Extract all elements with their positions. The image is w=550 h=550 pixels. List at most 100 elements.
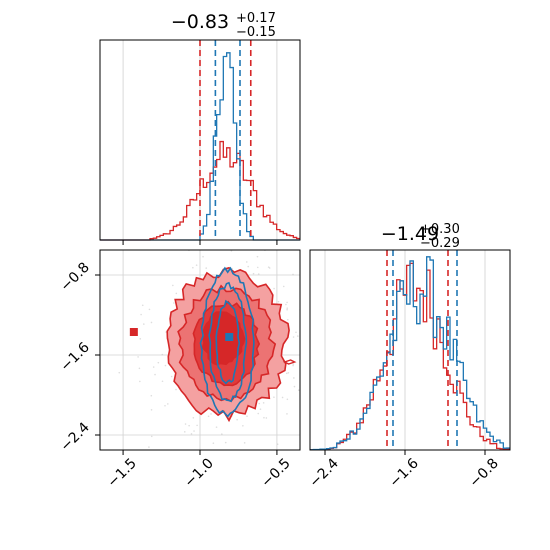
contour-sample-point xyxy=(152,366,155,368)
contour-sample-point xyxy=(256,266,259,269)
contour-sample-point xyxy=(304,431,306,433)
histogram-y-title-plus: +0.30 xyxy=(420,222,460,237)
contour-sample-point xyxy=(150,394,153,397)
contour-sample-point xyxy=(256,255,259,258)
contour-sample-point xyxy=(242,424,244,427)
contour-sample-point xyxy=(245,261,248,263)
contour-sample-point xyxy=(292,363,295,365)
contour-sample-point xyxy=(190,433,193,435)
contour-sample-point xyxy=(268,267,271,269)
contour-sample-point xyxy=(265,417,268,419)
contour-sample-point xyxy=(148,308,151,311)
contour-blue-level-3 xyxy=(199,266,255,418)
contour-sample-point xyxy=(285,372,288,375)
contour-red-outlier xyxy=(282,359,297,365)
contour-sample-point xyxy=(157,361,160,364)
contour-sample-point xyxy=(287,371,290,374)
contour-sample-point xyxy=(224,441,227,444)
contour-sample-point xyxy=(150,435,153,438)
histogram-x-title-plus: +0.17 xyxy=(236,11,276,26)
contour-sample-point xyxy=(303,316,305,318)
contour-sample-point xyxy=(167,403,169,405)
contour-sample-point xyxy=(193,430,195,432)
contour-sample-point xyxy=(292,364,294,367)
contour-sample-point xyxy=(150,321,153,324)
contour-sample-point xyxy=(188,452,190,454)
contour-sample-point xyxy=(286,318,289,321)
contour-sample-point xyxy=(257,273,260,275)
contour-y-tick-label: −2.4 xyxy=(57,419,92,454)
contour-sample-point xyxy=(286,398,289,401)
contour-sample-point xyxy=(258,402,261,405)
contour-sample-point xyxy=(148,446,150,448)
contour-sample-point xyxy=(164,364,167,367)
contour-sample-point xyxy=(246,415,248,417)
contour-red-marker xyxy=(222,338,231,346)
contour-x-tick-label: −1.5 xyxy=(105,455,140,490)
contour-sample-point xyxy=(138,367,141,370)
contour-sample-point xyxy=(258,246,260,248)
histogram-y-tick-label: −2.4 xyxy=(306,455,341,490)
histogram-y-title-minus: −0.29 xyxy=(420,236,460,251)
contour-sample-point xyxy=(202,255,204,258)
contour-sample-point xyxy=(175,388,177,391)
contour-sample-point xyxy=(276,443,279,446)
contour-sample-point xyxy=(247,265,250,268)
contour-sample-point xyxy=(277,300,280,303)
contour-sample-point xyxy=(188,424,190,427)
contour-sample-point xyxy=(236,418,238,421)
contour-sample-point xyxy=(263,416,265,419)
contour-sample-point xyxy=(297,389,300,391)
contour-sample-point xyxy=(221,433,223,435)
contour-sample-point xyxy=(210,502,212,504)
histogram-x-red-series xyxy=(100,140,300,241)
contour-sample-point xyxy=(173,302,175,304)
contour-sample-point xyxy=(205,267,208,269)
contour-sample-point xyxy=(243,442,246,444)
contour-sample-point xyxy=(140,313,142,316)
contour-y-tick-label: −0.8 xyxy=(57,259,92,294)
contour-sample-point xyxy=(259,408,262,410)
contour-sample-point xyxy=(207,415,210,418)
contour-sample-point xyxy=(196,424,198,427)
contour-sample-point xyxy=(192,416,195,419)
contour-sample-point xyxy=(293,385,296,388)
contour-sample-point xyxy=(139,338,142,340)
contour-sample-point xyxy=(161,380,164,383)
contour-sample-point xyxy=(281,396,284,399)
contour-sample-point xyxy=(143,323,145,325)
contour-sample-point xyxy=(295,331,297,334)
contour-sample-point xyxy=(292,336,295,338)
contour-sample-point xyxy=(175,292,178,295)
contour-sample-point xyxy=(118,371,121,374)
contour-sample-point xyxy=(137,356,139,358)
contour-sample-point xyxy=(154,373,156,376)
contour-sample-point xyxy=(273,396,275,398)
contour-sample-point xyxy=(293,377,295,379)
contour-sample-point xyxy=(273,287,275,290)
contour-sample-point xyxy=(210,413,212,415)
contour-sample-point xyxy=(150,409,153,411)
contour-sample-point xyxy=(164,404,166,407)
contour-sample-point xyxy=(282,285,285,288)
contour-y-tick-label: −1.6 xyxy=(57,339,92,374)
contour-sample-point xyxy=(262,402,265,404)
contour-panel: −1.5 −1.0 −0.5 −0.8 −1.6 −2.4 xyxy=(57,246,306,504)
histogram-y-frame xyxy=(309,249,511,451)
contour-sample-point xyxy=(195,264,198,266)
histogram-y-title: −1.49 xyxy=(381,223,439,245)
contour-sample-point xyxy=(252,272,255,275)
contour-sample-point xyxy=(286,301,288,304)
contour-sample-point xyxy=(304,422,306,424)
contour-sample-point xyxy=(161,353,164,356)
contour-sample-point xyxy=(172,284,174,287)
contour-sample-point xyxy=(139,380,141,383)
contour-sample-point xyxy=(213,247,215,249)
histogram-y-blue-series xyxy=(310,256,510,451)
contour-sample-point xyxy=(286,308,288,311)
contour-blue-level-1 xyxy=(215,299,241,385)
contour-sample-point xyxy=(286,307,289,309)
contour-blue-level-2 xyxy=(208,281,248,403)
contour-blue-marker xyxy=(225,333,234,341)
contour-sample-point xyxy=(141,304,144,307)
